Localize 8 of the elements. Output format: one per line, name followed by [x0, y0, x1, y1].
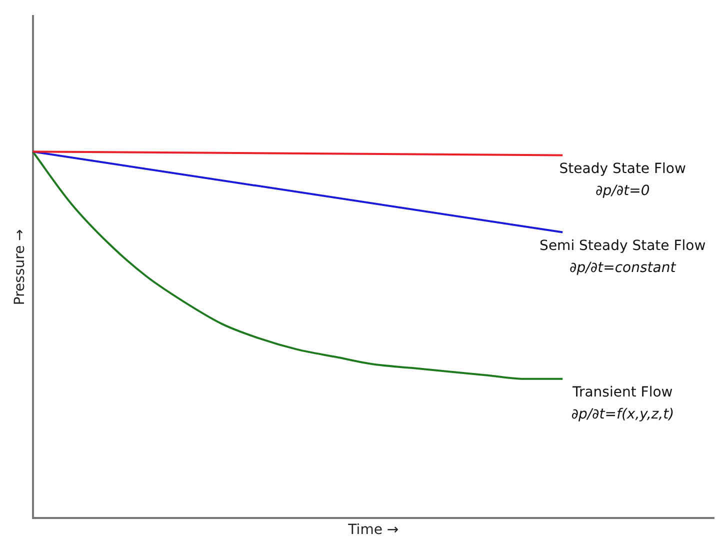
annotation: ∂p/∂t=f(x,y,z,t)	[571, 406, 674, 423]
y-axis-title: Pressure →	[12, 228, 28, 306]
annotation: ∂p/∂t=0	[596, 182, 650, 199]
series-label: Semi Steady State Flow	[540, 238, 706, 254]
series-label: Transient Flow	[571, 384, 673, 401]
series-label: Steady State Flow	[559, 160, 686, 177]
annotation: ∂p/∂t=constant	[570, 260, 676, 276]
x-axis-title: Time →	[347, 522, 399, 538]
